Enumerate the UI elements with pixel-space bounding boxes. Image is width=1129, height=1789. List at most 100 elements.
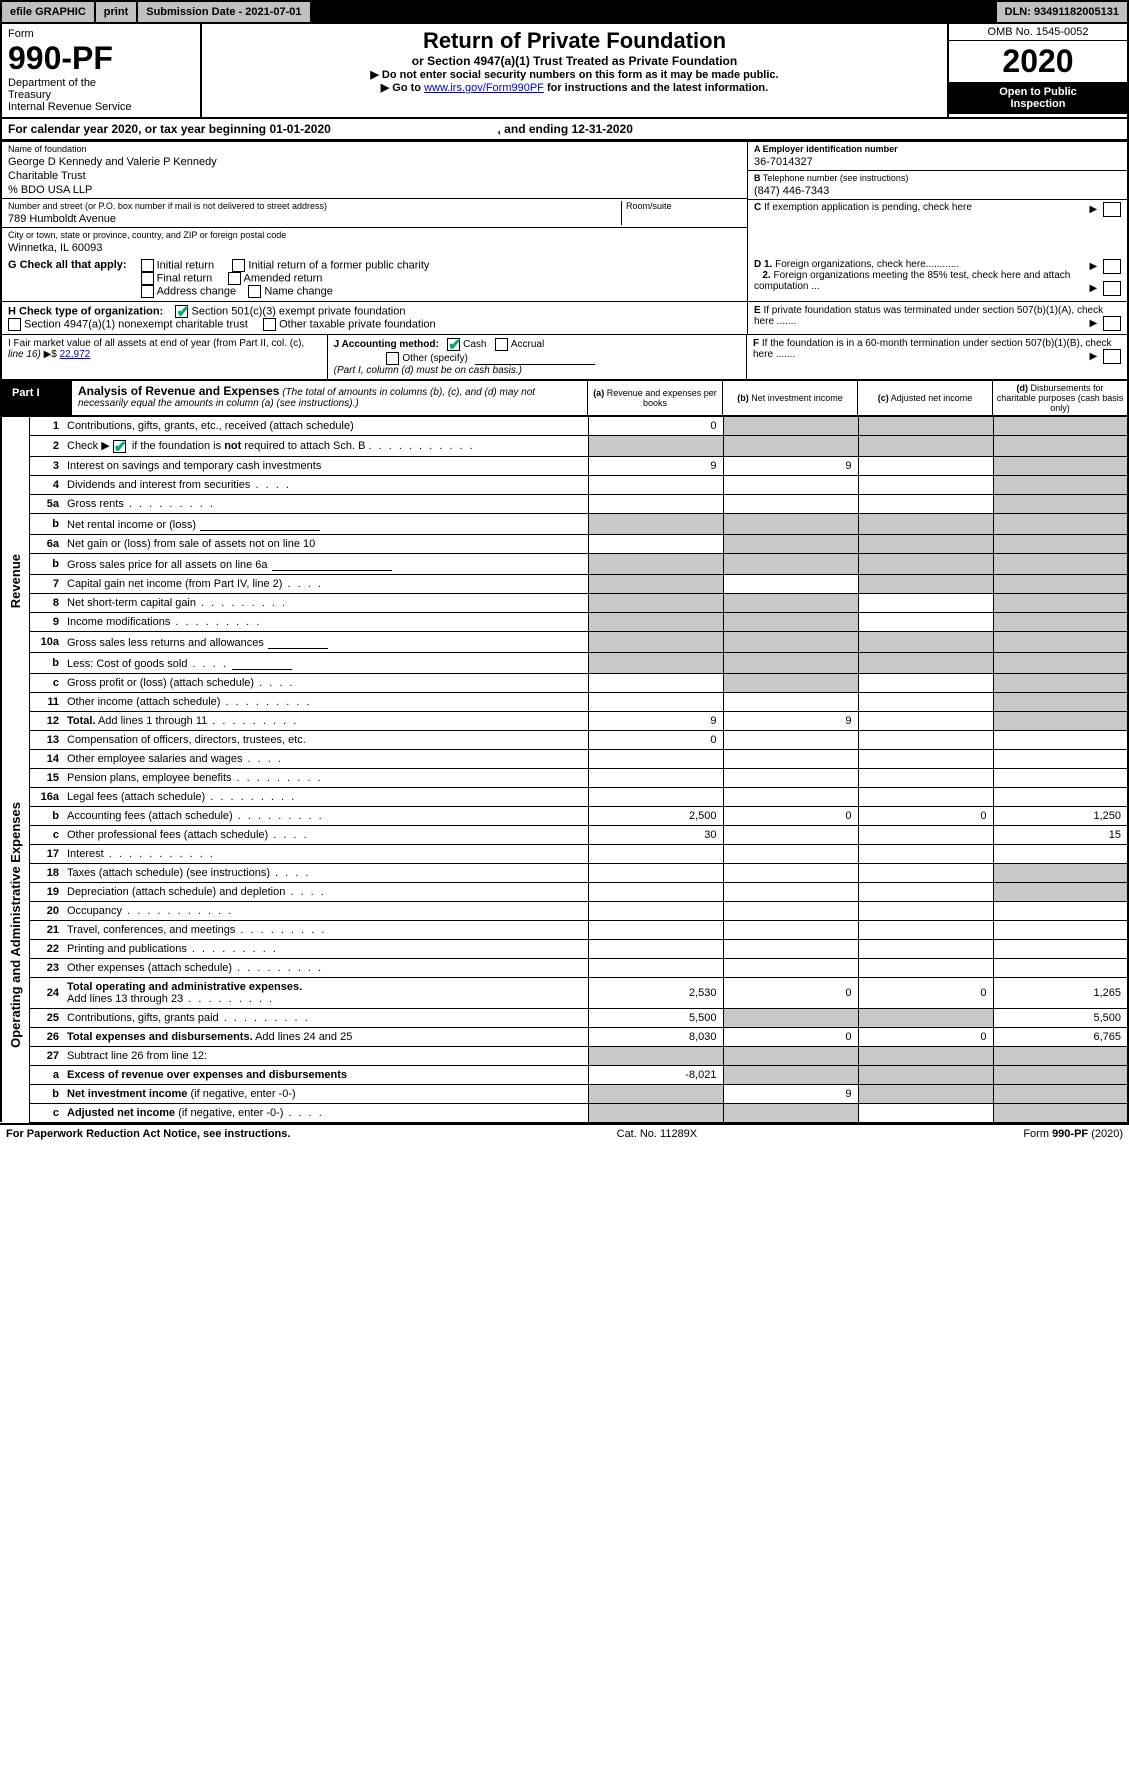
sch-b-checkbox[interactable] [113, 440, 126, 453]
ij-row: I Fair market value of all assets at end… [0, 335, 1129, 381]
calendar-year-line: For calendar year 2020, or tax year begi… [0, 119, 1129, 140]
footer: For Paperwork Reduction Act Notice, see … [0, 1123, 1129, 1143]
table-row: 20 Occupancy [1, 901, 1128, 920]
line-1-col-a: 0 [588, 417, 723, 436]
topbar: efile GRAPHIC print Submission Date - 20… [0, 0, 1129, 24]
identification-block: Name of foundation George D Kennedy and … [0, 140, 1129, 256]
line-24-desc: Total operating and administrative expen… [63, 977, 588, 1008]
goto-suffix: for instructions and the latest informat… [547, 82, 768, 94]
part1-label: Part I [2, 381, 72, 415]
4947a1-checkbox[interactable] [8, 318, 21, 331]
table-row: c Other professional fees (attach schedu… [1, 825, 1128, 844]
line-16a-desc: Legal fees (attach schedule) [63, 787, 588, 806]
table-row: c Adjusted net income (if negative, ente… [1, 1103, 1128, 1122]
foundation-name-cell: Name of foundation George D Kennedy and … [2, 142, 747, 199]
revenue-section-label: Revenue [1, 417, 29, 749]
print-button[interactable]: print [96, 2, 138, 22]
table-row: 16a Legal fees (attach schedule) [1, 787, 1128, 806]
final-return-checkbox[interactable] [141, 272, 154, 285]
table-row: 6a Net gain or (loss) from sale of asset… [1, 534, 1128, 553]
c-checkbox[interactable] [1103, 202, 1121, 217]
dept-line3: Internal Revenue Service [8, 101, 194, 113]
line-21-desc: Travel, conferences, and meetings [63, 920, 588, 939]
table-row: 9 Income modifications [1, 612, 1128, 631]
f-checkbox[interactable] [1103, 349, 1121, 364]
expenses-section-label: Operating and Administrative Expenses [1, 749, 29, 1103]
d2-checkbox[interactable] [1103, 281, 1121, 296]
table-row: 27 Subtract line 26 from line 12: [1, 1046, 1128, 1065]
table-row: Operating and Administrative Expenses 14… [1, 749, 1128, 768]
col-b-header: (b) Net investment income [722, 381, 857, 415]
form-number: 990-PF [8, 40, 194, 77]
fmv-value: 22,972 [60, 349, 91, 360]
table-row: a Excess of revenue over expenses and di… [1, 1065, 1128, 1084]
efile-graphic-label: efile GRAPHIC [2, 2, 96, 22]
d1-checkbox[interactable] [1103, 259, 1121, 274]
accrual-checkbox[interactable] [495, 338, 508, 351]
table-row: b Accounting fees (attach schedule) 2,50… [1, 806, 1128, 825]
name-change-checkbox[interactable] [248, 285, 261, 298]
goto-prefix: ▶ Go to [381, 82, 424, 94]
open-inspection: Open to PublicInspection [949, 82, 1127, 114]
initial-return-checkbox[interactable] [141, 259, 154, 272]
line-10c-desc: Gross profit or (loss) (attach schedule) [63, 673, 588, 692]
city-cell: City or town, state or province, country… [2, 228, 747, 256]
501c3-checkbox[interactable] [175, 305, 188, 318]
line-7-desc: Capital gain net income (from Part IV, l… [63, 574, 588, 593]
table-row: b Net rental income or (loss) [1, 513, 1128, 534]
line-12-desc: Total. Add lines 1 through 11 [63, 711, 588, 730]
line-10b-desc: Less: Cost of goods sold [63, 652, 588, 673]
table-row: 7 Capital gain net income (from Part IV,… [1, 574, 1128, 593]
irs-link[interactable]: www.irs.gov/Form990PF [424, 82, 544, 94]
line-6a-desc: Net gain or (loss) from sale of assets n… [63, 534, 588, 553]
col-a-header: (a) Revenue and expenses per books [587, 381, 722, 415]
col-d-header: (d) Disbursements for charitable purpose… [992, 381, 1127, 415]
line-2-desc: Check ▶ if the foundation is not require… [63, 436, 588, 457]
amended-return-checkbox[interactable] [228, 272, 241, 285]
paperwork-notice: For Paperwork Reduction Act Notice, see … [6, 1128, 290, 1140]
address-change-checkbox[interactable] [141, 285, 154, 298]
header-left: Form 990-PF Department of the Treasury I… [2, 24, 202, 117]
tax-year: 2020 [949, 41, 1127, 82]
f-cell: F If the foundation is in a 60-month ter… [747, 335, 1127, 379]
table-row: 25 Contributions, gifts, grants paid 5,5… [1, 1008, 1128, 1027]
form-title: Return of Private Foundation [208, 28, 941, 54]
table-row: 2 Check ▶ if the foundation is not requi… [1, 436, 1128, 457]
other-taxable-checkbox[interactable] [263, 318, 276, 331]
form-subtitle: or Section 4947(a)(1) Trust Treated as P… [412, 54, 737, 68]
address-cell: Number and street (or P.O. box number if… [2, 199, 747, 228]
dln-label: DLN: 93491182005131 [997, 2, 1127, 22]
j-cell: J Accounting method: Cash Accrual Other … [328, 335, 747, 379]
table-row: b Gross sales price for all assets on li… [1, 553, 1128, 574]
line-17-desc: Interest [63, 844, 588, 863]
line-20-desc: Occupancy [63, 901, 588, 920]
line-5a-desc: Gross rents [63, 494, 588, 513]
table-row: 12 Total. Add lines 1 through 11 99 [1, 711, 1128, 730]
table-row: 26 Total expenses and disbursements. Add… [1, 1027, 1128, 1046]
line-16c-desc: Other professional fees (attach schedule… [63, 825, 588, 844]
e-checkbox[interactable] [1103, 316, 1121, 331]
other-method-checkbox[interactable] [386, 352, 399, 365]
line-18-desc: Taxes (attach schedule) (see instruction… [63, 863, 588, 882]
line-14-desc: Other employee salaries and wages [63, 749, 588, 768]
col-c-header: (c) Adjusted net income [857, 381, 992, 415]
table-row: 3 Interest on savings and temporary cash… [1, 456, 1128, 475]
table-row: 10a Gross sales less returns and allowan… [1, 631, 1128, 652]
table-row: 4 Dividends and interest from securities [1, 475, 1128, 494]
initial-return-former-checkbox[interactable] [232, 259, 245, 272]
exemption-pending-cell: C If exemption application is pending, c… [748, 200, 1127, 215]
line-26-desc: Total expenses and disbursements. Add li… [63, 1027, 588, 1046]
form-word: Form [8, 28, 194, 40]
line-15-desc: Pension plans, employee benefits [63, 768, 588, 787]
cash-checkbox[interactable] [447, 338, 460, 351]
ein-cell: A Employer identification number 36-7014… [748, 142, 1127, 171]
table-row: 23 Other expenses (attach schedule) [1, 958, 1128, 977]
header-middle: Return of Private Foundation or Section … [202, 24, 947, 117]
table-row: b Net investment income (if negative, en… [1, 1084, 1128, 1103]
g-row: G Check all that apply: Initial return I… [0, 256, 1129, 302]
line-19-desc: Depreciation (attach schedule) and deple… [63, 882, 588, 901]
line-13-desc: Compensation of officers, directors, tru… [63, 730, 588, 749]
table-row: 17 Interest [1, 844, 1128, 863]
line-22-desc: Printing and publications [63, 939, 588, 958]
part1-table: Revenue 1 Contributions, gifts, grants, … [0, 417, 1129, 1123]
